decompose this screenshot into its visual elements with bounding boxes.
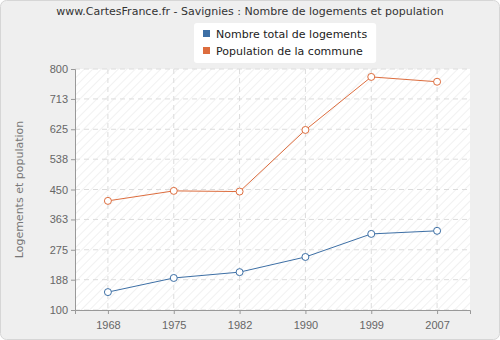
tick-label: 188 [50, 274, 68, 286]
grid-line [75, 129, 470, 130]
tick-label: 1999 [360, 319, 384, 331]
legend-label: Population de la commune [216, 45, 363, 58]
point [368, 230, 375, 237]
grid-line [75, 159, 470, 160]
tick-mark [71, 190, 75, 191]
tick-mark [71, 159, 75, 160]
plot-area [75, 69, 470, 310]
tick-mark [305, 310, 306, 314]
tick-label: 2007 [425, 319, 449, 331]
tick-mark [371, 310, 372, 314]
tick-mark [71, 250, 75, 251]
x-tick: 1990 [294, 310, 318, 331]
legend-box [194, 23, 376, 63]
tick-label: 1968 [96, 319, 120, 331]
series-line [108, 231, 437, 292]
point [104, 289, 111, 296]
chart: 1001882753634505386257138001968197519821… [0, 0, 500, 340]
grid-line [75, 98, 470, 99]
grid-line [437, 69, 438, 310]
grid-line [75, 189, 470, 190]
tick-mark [71, 280, 75, 281]
y-tick: 275 [50, 244, 75, 256]
grid-line [75, 69, 470, 70]
grid-line [305, 69, 306, 310]
tick-mark [71, 69, 75, 70]
x-tick: 1975 [162, 310, 186, 331]
point [170, 187, 177, 194]
tick-label: 100 [50, 304, 68, 316]
point [236, 269, 243, 276]
y-tick: 188 [50, 274, 75, 286]
tick-label: 713 [50, 93, 68, 105]
tick-mark [71, 99, 75, 100]
x-tick: 2007 [425, 310, 449, 331]
tick-mark [240, 310, 241, 314]
grid-line [371, 69, 372, 310]
tick-mark [71, 129, 75, 130]
tick-mark [108, 310, 109, 314]
legend-label: Nombre total de logements [216, 28, 367, 41]
point [236, 188, 243, 195]
tick-label: 625 [50, 123, 68, 135]
legend-swatch [203, 30, 210, 37]
axis-line [71, 70, 76, 311]
tick-label: 363 [50, 213, 68, 225]
grid-line [107, 69, 108, 310]
tick-label: 1990 [294, 319, 318, 331]
tick-label: 1975 [162, 319, 186, 331]
point [104, 197, 111, 204]
y-tick: 100 [50, 304, 75, 316]
tick-label: 275 [50, 244, 68, 256]
point [302, 253, 309, 260]
y-axis-title: Logements et population [13, 121, 26, 259]
y-tick: 538 [50, 153, 75, 165]
x-tick: 1968 [96, 310, 120, 331]
point [170, 274, 177, 281]
tick-label: 450 [50, 184, 68, 196]
plot [104, 73, 440, 295]
grid-line [75, 279, 470, 280]
point [368, 73, 375, 80]
grid [75, 69, 470, 310]
x-tick: 1999 [360, 310, 384, 331]
legend: Nombre total de logements Population de l… [194, 23, 376, 63]
tick-mark [437, 310, 438, 314]
legend-swatch [203, 47, 210, 54]
tick-label: 1982 [228, 319, 252, 331]
tick-mark [174, 310, 175, 314]
axis-line [76, 311, 471, 315]
y-tick: 800 [50, 63, 75, 75]
grid-line [75, 249, 470, 250]
tick-mark [71, 219, 75, 220]
tick-label: 800 [50, 63, 68, 75]
tick-label: 538 [50, 153, 68, 165]
y-tick: 713 [50, 93, 75, 105]
point [434, 78, 441, 85]
x-axis: 1968 1975 1982 1990 1999 2007 [76, 310, 471, 331]
series-line [108, 77, 437, 201]
x-tick: 1982 [228, 310, 252, 331]
title: www.CartesFrance.fr - Savignies : Nombre… [56, 5, 443, 18]
y-tick: 363 [50, 213, 75, 225]
y-axis: 100 188 275 363 450 538 625 713 800 [50, 63, 76, 316]
grid-line [75, 219, 470, 220]
tick-mark [71, 310, 75, 311]
point [434, 227, 441, 234]
background [1, 1, 500, 340]
y-tick: 450 [50, 184, 75, 196]
point [302, 126, 309, 133]
y-tick: 625 [50, 123, 75, 135]
